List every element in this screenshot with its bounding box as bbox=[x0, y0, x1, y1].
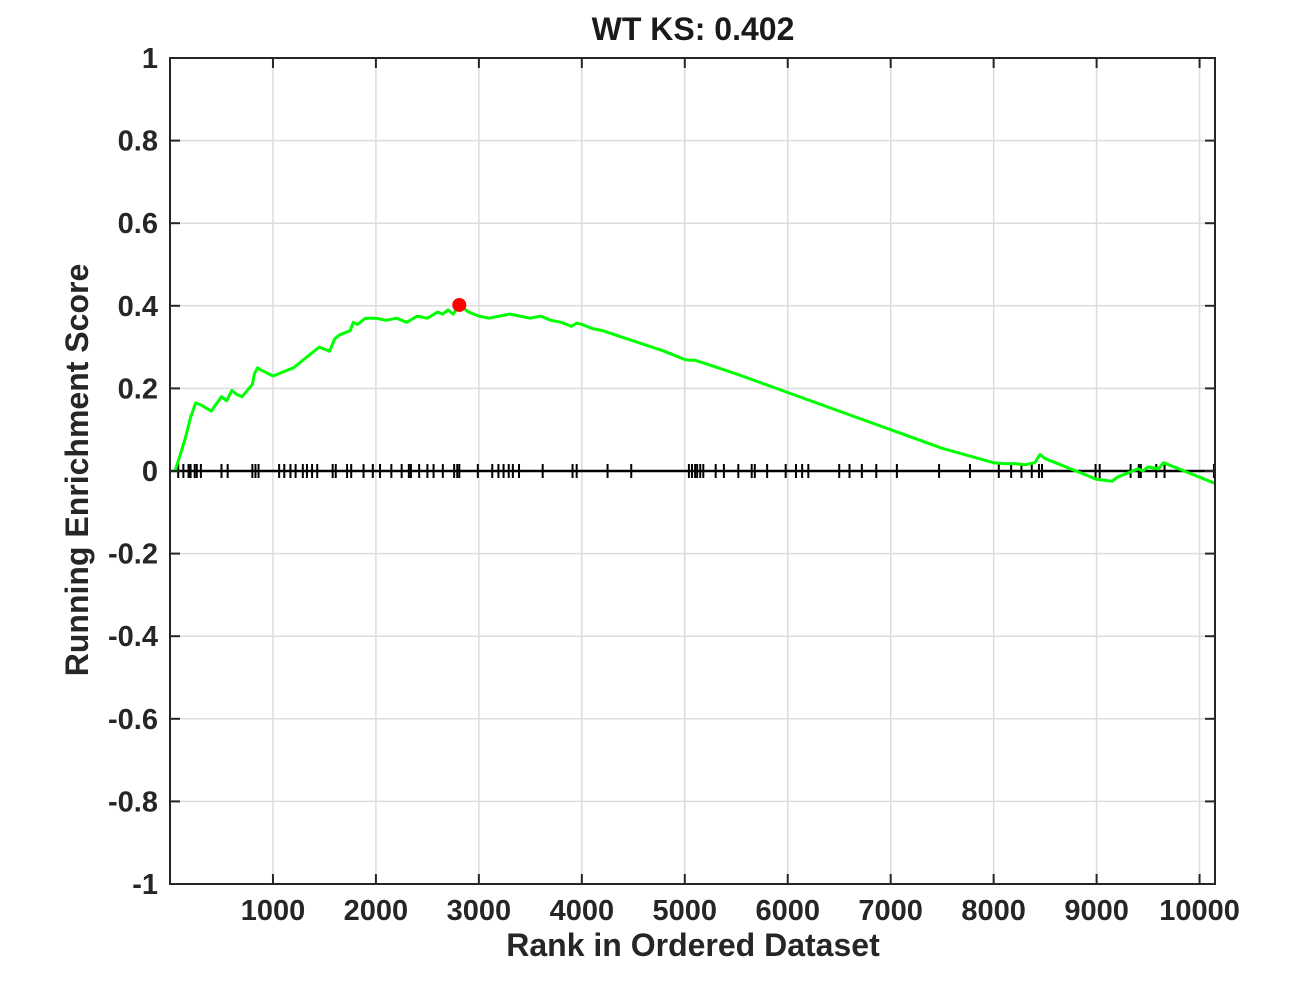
y-tick-label: 1 bbox=[142, 43, 158, 75]
y-tick-label: -0.2 bbox=[108, 539, 158, 571]
x-tick-label: 2000 bbox=[344, 895, 409, 927]
y-axis-label: Running Enrichment Score bbox=[59, 264, 95, 676]
x-tick-label: 6000 bbox=[755, 895, 820, 927]
y-tick-label: 0.4 bbox=[118, 291, 158, 323]
x-tick-label: 8000 bbox=[961, 895, 1026, 927]
y-tick-label: -0.8 bbox=[108, 786, 158, 818]
x-tick-label: 3000 bbox=[447, 895, 512, 927]
x-axis-label: Rank in Ordered Dataset bbox=[506, 927, 880, 963]
x-tick-labels: 1000 2000 3000 4000 5000 6000 7000 8000 9000 1000… bbox=[241, 895, 1240, 927]
axis-tick-marks bbox=[170, 57, 1215, 885]
chart-title: WT KS: 0.402 bbox=[592, 11, 795, 47]
x-tick-label: 4000 bbox=[550, 895, 615, 927]
y-tick-label: 0 bbox=[142, 456, 158, 488]
y-tick-label: 0.2 bbox=[118, 373, 158, 405]
peak-marker bbox=[452, 297, 467, 312]
x-tick-label: 9000 bbox=[1064, 895, 1129, 927]
x-tick-label: 1000 bbox=[241, 895, 306, 927]
hit-markers bbox=[177, 464, 1215, 478]
running-es-line bbox=[173, 303, 1216, 485]
x-tick-label: 7000 bbox=[858, 895, 923, 927]
y-tick-labels: -1 -0.8 -0.6 -0.4 -0.2 0 0.2 0.4 0.6 0.8 1 bbox=[108, 43, 158, 901]
y-tick-label: 0.8 bbox=[118, 126, 158, 158]
y-tick-label: -0.4 bbox=[108, 621, 158, 653]
y-tick-label: -0.6 bbox=[108, 704, 158, 736]
x-tick-label: 5000 bbox=[653, 895, 718, 927]
y-tick-label: 0.6 bbox=[118, 208, 158, 240]
x-tick-label: 10000 bbox=[1159, 895, 1240, 927]
y-tick-label: -1 bbox=[132, 869, 158, 901]
